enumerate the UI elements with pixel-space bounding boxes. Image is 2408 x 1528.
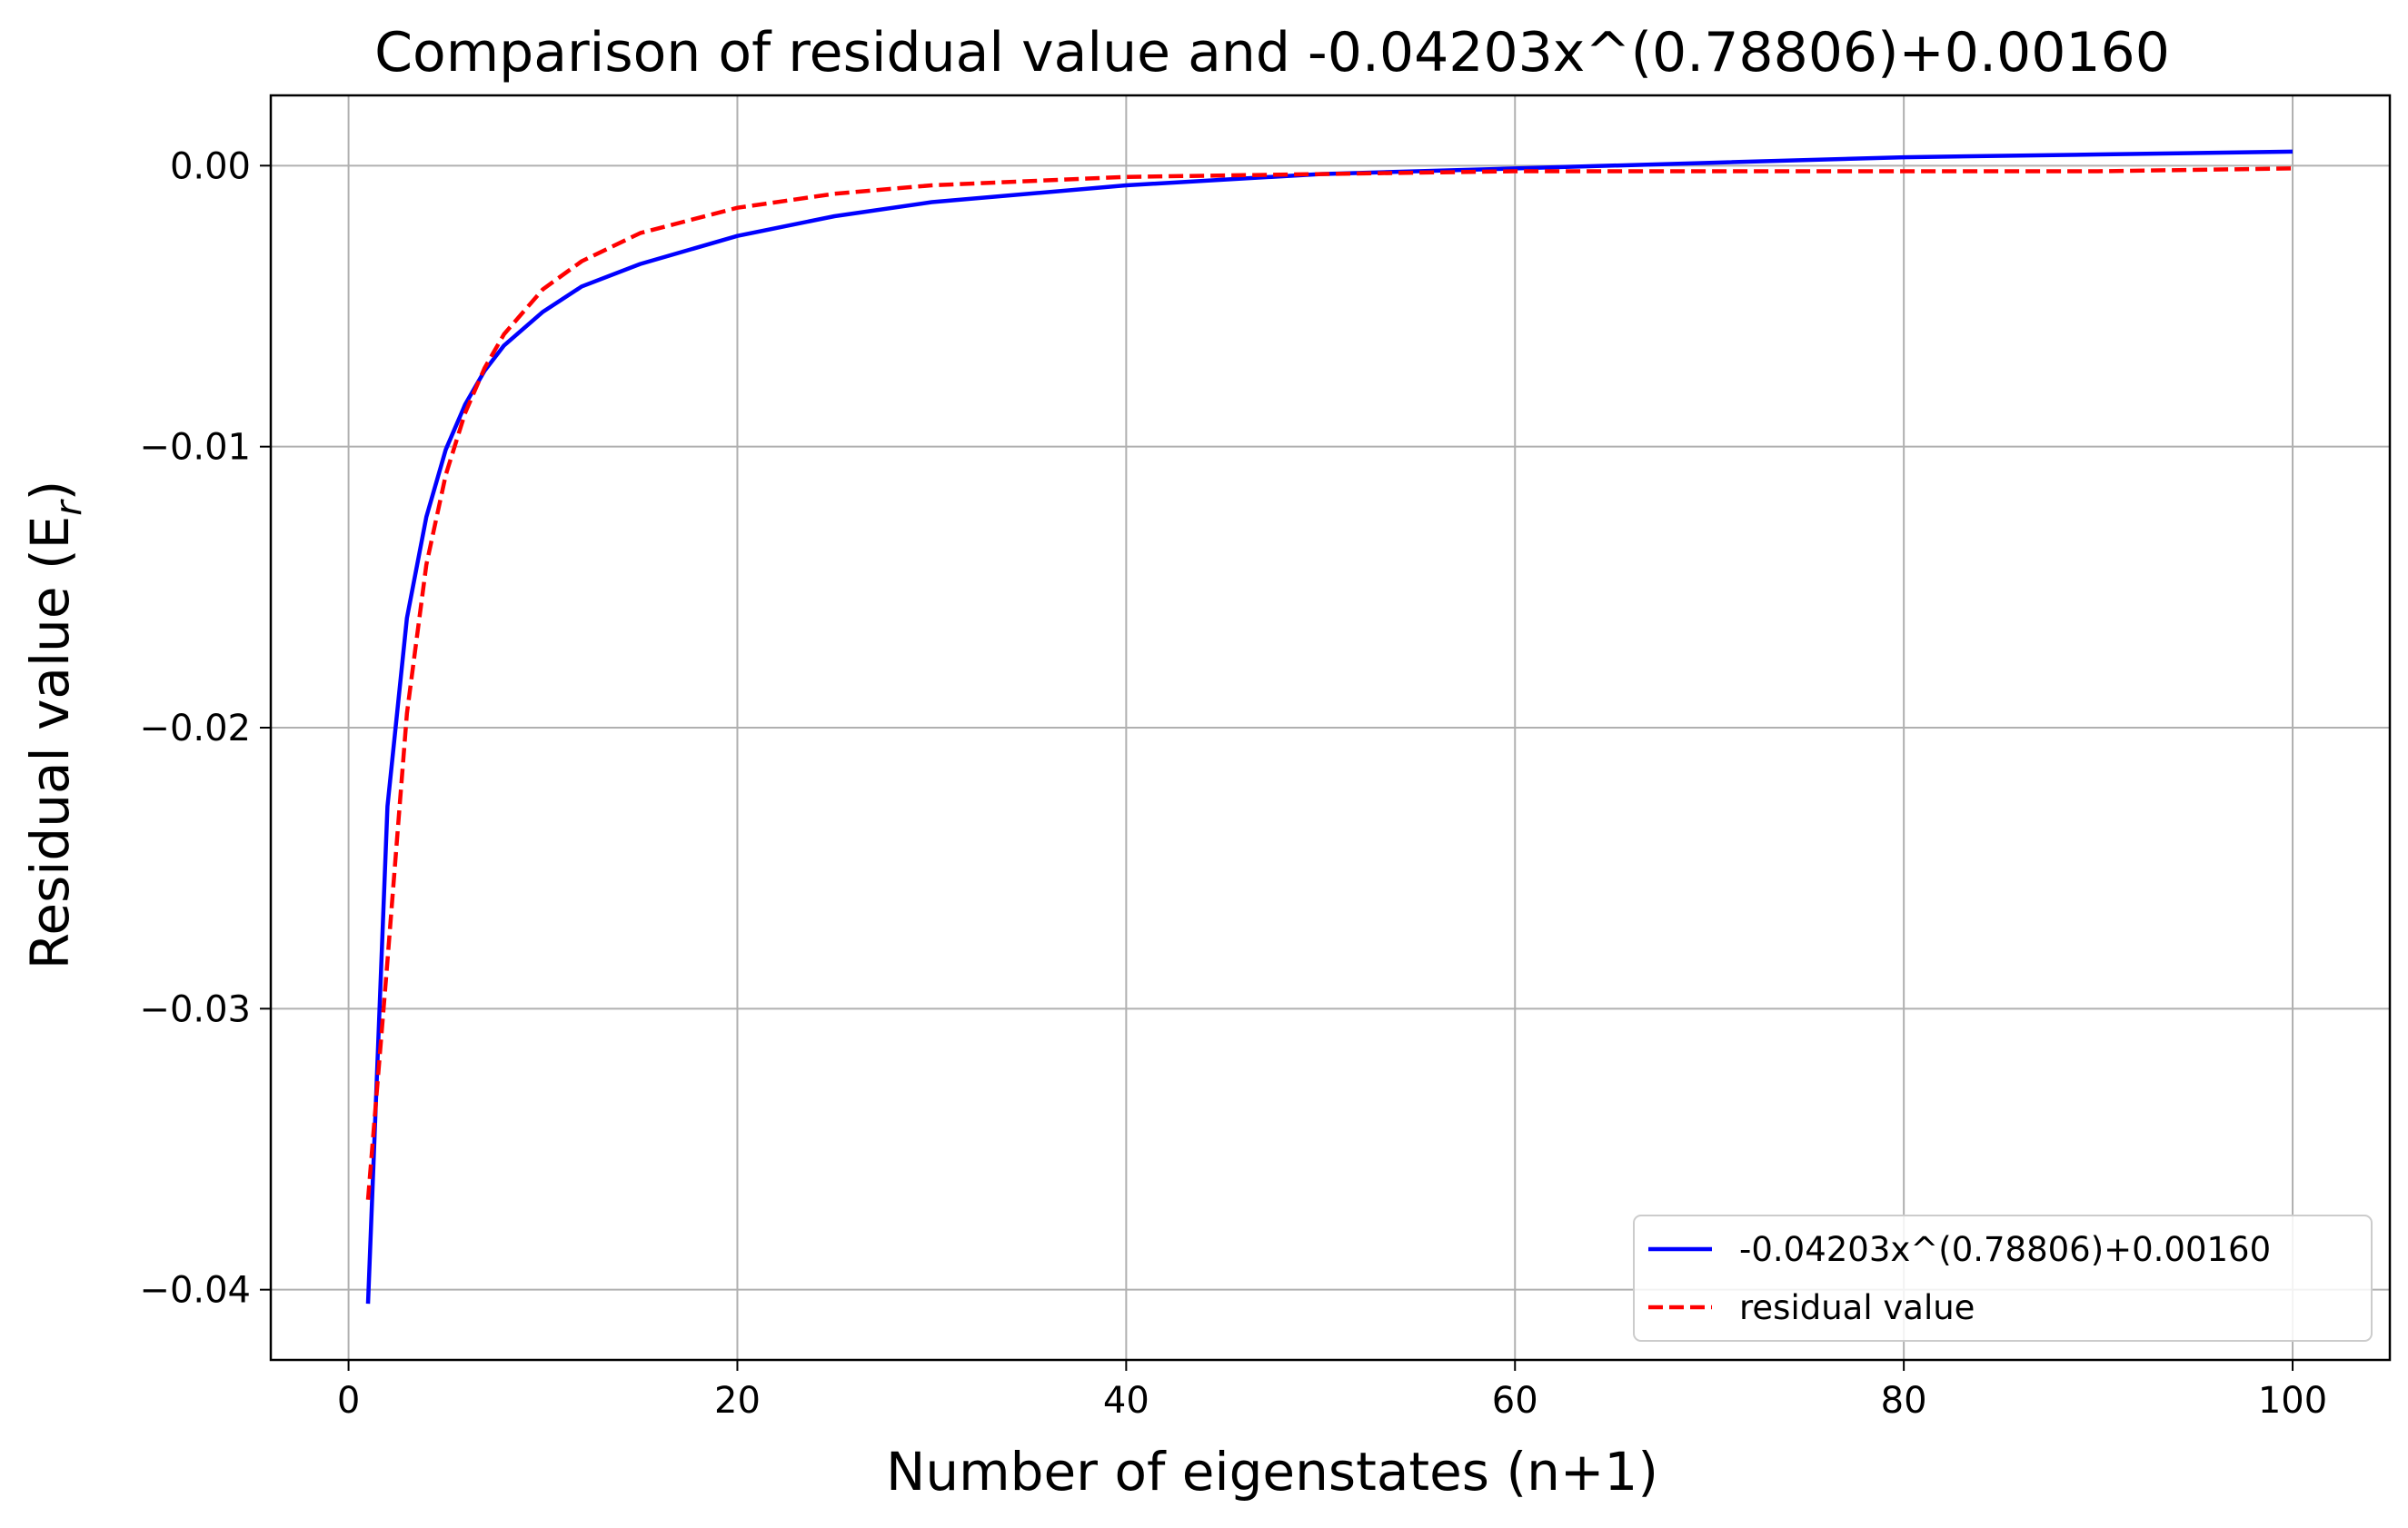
x-tick-label: 60 [1492,1380,1538,1422]
legend-label-1: -0.04203x^(0.78806)+0.00160 [1739,1230,2271,1269]
x-tick-label: 20 [714,1380,761,1422]
series-line-2 [365,166,2294,1200]
legend-box [1633,1215,2373,1342]
y-axis-label-subscript: r [48,499,90,516]
x-axis-ticks: 0 20 40 60 80 100 [337,1360,2327,1422]
series-line-1 [365,149,2294,1305]
y-tick-label: −0.03 [139,988,251,1030]
x-axis-label: Number of eigenstates (n+1) [886,1441,1658,1503]
y-axis-label: Residual value (Er) [19,481,90,970]
legend-label-2: residual value [1739,1288,1975,1327]
y-tick-label: −0.01 [139,427,251,469]
x-tick-label: 0 [337,1380,360,1422]
y-tick-label: −0.02 [139,708,251,749]
y-axis-label-close: ) [19,481,81,501]
x-tick-label: 40 [1103,1380,1149,1422]
x-tick-label: 100 [2258,1380,2327,1422]
x-tick-label: 80 [1881,1380,1927,1422]
y-tick-label: −0.04 [139,1270,251,1312]
series-group [365,149,2294,1305]
legend: -0.04203x^(0.78806)+0.00160 residual valu… [1633,1215,2373,1342]
y-axis-ticks: 0.00 −0.01 −0.02 −0.03 −0.04 [139,145,271,1312]
plot-area-frame [269,94,2392,1362]
y-axis-label-main: Residual value (E [19,516,81,970]
chart-title: Comparison of residual value and -0.0420… [374,21,2170,84]
y-tick-label: 0.00 [170,145,251,187]
